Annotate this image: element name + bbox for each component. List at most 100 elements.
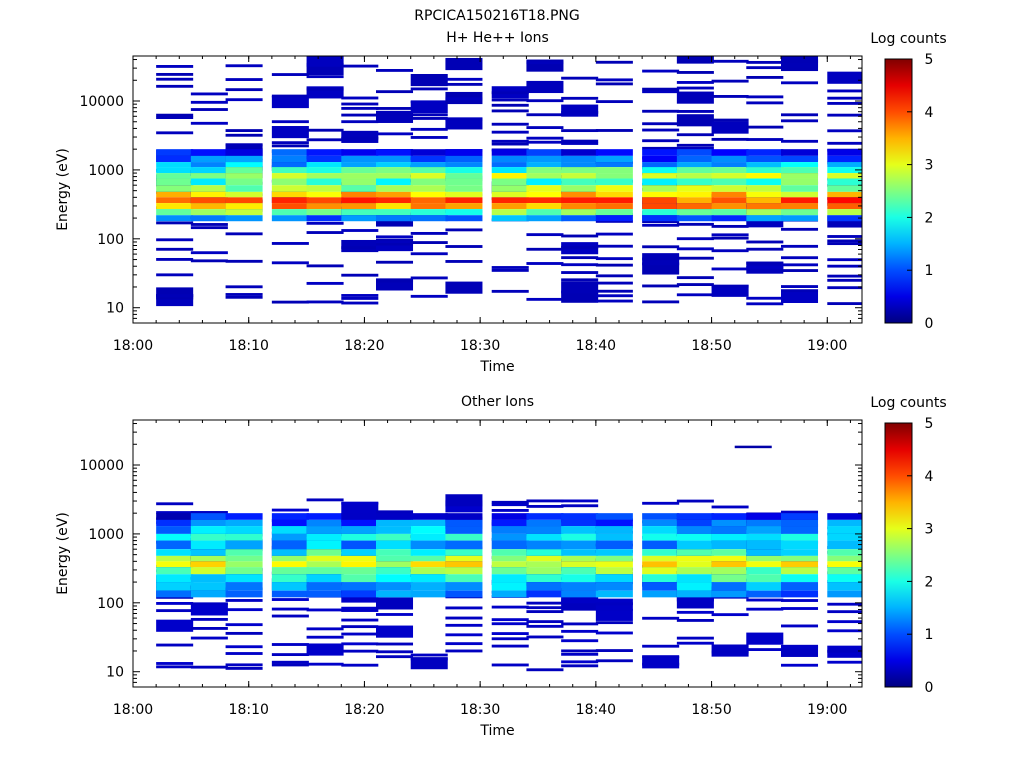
sparse-cell xyxy=(676,81,714,84)
sparse-cell xyxy=(827,302,862,306)
sparse-cell xyxy=(642,655,680,659)
band-cell xyxy=(676,555,714,562)
band-cell xyxy=(711,582,749,591)
band-cell xyxy=(595,197,633,204)
band-cell xyxy=(676,561,714,568)
colorbar-tick-label: 4 xyxy=(925,469,934,485)
colorbar-label: Log counts xyxy=(870,395,946,411)
band-cell xyxy=(190,149,228,156)
band-cell xyxy=(642,549,680,556)
band-cell xyxy=(827,215,862,222)
band-cell xyxy=(190,197,228,204)
band-cell xyxy=(595,540,633,550)
sparse-cell xyxy=(526,606,564,610)
band-cell xyxy=(156,191,194,198)
sparse-cell xyxy=(341,120,379,124)
band-cell xyxy=(271,590,309,598)
sparse-cell xyxy=(526,233,564,237)
sparse-cell xyxy=(376,625,414,638)
band-cell xyxy=(676,191,714,198)
band-cell xyxy=(526,590,564,598)
sparse-cell xyxy=(225,666,263,670)
sparse-cell xyxy=(376,110,414,123)
sparse-cell xyxy=(156,116,194,120)
sparse-cell xyxy=(781,645,819,649)
sparse-cell xyxy=(781,244,819,248)
band-cell xyxy=(676,519,714,527)
sparse-cell xyxy=(225,129,263,132)
sparse-cell xyxy=(491,500,529,504)
plot-frame xyxy=(132,55,863,324)
sparse-cell xyxy=(306,300,344,304)
band-cell xyxy=(445,209,483,216)
band-cell xyxy=(156,574,194,583)
sparse-cell xyxy=(341,502,379,515)
sparse-cell xyxy=(190,603,228,616)
band-cell xyxy=(445,549,483,556)
band-cell xyxy=(341,590,379,598)
sparse-cell xyxy=(271,598,309,601)
sparse-cell xyxy=(156,72,194,76)
sparse-cell xyxy=(271,261,309,265)
sparse-cell xyxy=(526,504,564,508)
colorbar-tick-label: 3 xyxy=(925,522,934,538)
band-cell xyxy=(190,582,228,591)
band-cell xyxy=(225,549,263,556)
band-cell xyxy=(410,519,448,527)
sparse-cell xyxy=(491,503,529,507)
band-cell xyxy=(376,167,414,174)
band-cell xyxy=(676,513,714,520)
band-cell xyxy=(491,590,529,598)
sparse-cell xyxy=(595,299,633,303)
sparse-cell xyxy=(190,100,228,104)
band-cell xyxy=(225,162,263,168)
band-cell xyxy=(156,561,194,568)
band-cell xyxy=(341,197,379,204)
band-cell xyxy=(410,526,448,534)
band-cell xyxy=(711,167,749,174)
band-cell xyxy=(561,178,599,186)
sparse-cell xyxy=(190,636,228,640)
sparse-cell xyxy=(190,92,228,96)
sparse-cell xyxy=(561,278,599,282)
sparse-cell xyxy=(561,622,599,626)
band-cell xyxy=(271,155,309,163)
band-cell xyxy=(827,533,862,541)
sparse-cell xyxy=(746,75,784,79)
colorbar-tick-label: 2 xyxy=(925,210,934,226)
band-cell xyxy=(491,526,529,534)
sparse-cell xyxy=(561,96,599,100)
sparse-cell xyxy=(595,631,633,635)
band-cell xyxy=(526,555,564,562)
band-cell xyxy=(526,178,564,186)
y-tick-label: 1000 xyxy=(88,527,124,543)
band-cell xyxy=(642,533,680,541)
band-cell xyxy=(526,209,564,216)
band-cell xyxy=(156,513,194,520)
band-cell xyxy=(225,567,263,575)
x-tick-label: 18:20 xyxy=(344,338,384,354)
band-cell xyxy=(491,185,529,192)
figure-title: RPCICA150216T18.PNG xyxy=(414,8,579,24)
band-cell xyxy=(376,203,414,210)
band-cell xyxy=(341,155,379,163)
sparse-cell xyxy=(271,94,309,98)
band-cell xyxy=(526,533,564,541)
sparse-cell xyxy=(491,289,529,293)
sparse-cell xyxy=(271,653,309,657)
sparse-cell xyxy=(410,73,448,87)
sparse-cell xyxy=(781,119,819,123)
sparse-cell xyxy=(642,87,680,91)
sparse-cell xyxy=(526,80,564,94)
band-cell xyxy=(306,162,344,168)
band-cell xyxy=(225,209,263,216)
band-cell xyxy=(225,215,263,222)
band-cell xyxy=(561,574,599,583)
sparse-cell xyxy=(271,126,309,139)
band-cell xyxy=(341,209,379,216)
band-cell xyxy=(410,561,448,568)
band-cell xyxy=(595,209,633,216)
band-cell xyxy=(190,203,228,210)
sparse-cell xyxy=(711,613,749,617)
